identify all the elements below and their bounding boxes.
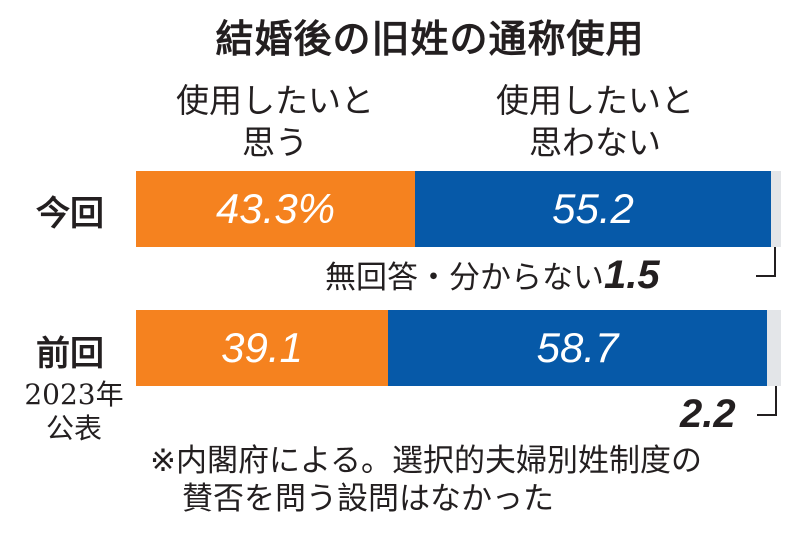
unknown-value-current: 1.5 [604, 253, 660, 297]
footnote-line1: ※内閣府による。選択的夫婦別姓制度の [150, 443, 703, 479]
row-sublabel-year: 2023年 [24, 378, 124, 411]
bar-segment-not-want: 55.2 [415, 171, 771, 247]
bar-current: 43.3% 55.2 [136, 171, 781, 247]
chart-title: 結婚後の旧姓の通称使用 [215, 17, 645, 61]
bar-segment-unknown [767, 310, 781, 386]
legend-not-want-line1: 使用したいと [496, 81, 694, 120]
bar-segment-unknown [771, 171, 781, 247]
unknown-bracket-current [756, 247, 776, 277]
footnote: ※内閣府による。選択的夫婦別姓制度の 賛否を問う設問はなかった [150, 442, 702, 518]
bar-previous: 39.1 58.7 [136, 310, 781, 386]
unknown-bracket-previous [757, 386, 777, 416]
legend-not-want: 使用したいと 思わない [440, 80, 750, 164]
legend-want-line2: 思う [242, 123, 308, 162]
unknown-label: 無回答・分からない [325, 260, 604, 296]
bar-segment-want: 39.1 [136, 310, 388, 386]
bar-segment-want: 43.3% [136, 171, 415, 247]
unknown-value-previous: 2.2 [680, 392, 736, 436]
legend-want-line1: 使用したいと [176, 81, 374, 120]
unknown-annotation-current: 無回答・分からない1.5 [325, 252, 660, 298]
row-sublabel-published: 公表 [45, 412, 102, 445]
footnote-line2: 賛否を問う設問はなかった [182, 481, 554, 517]
legend-not-want-line2: 思わない [529, 123, 661, 162]
unknown-annotation-previous: 2.2 [680, 392, 736, 437]
row-label-previous: 前回 [36, 334, 104, 374]
bar-segment-not-want: 58.7 [388, 310, 767, 386]
row-label-current: 今回 [36, 194, 104, 234]
legend-want: 使用したいと 思う [140, 80, 410, 164]
row-sublabel-previous: 2023年 公表 [14, 378, 134, 446]
